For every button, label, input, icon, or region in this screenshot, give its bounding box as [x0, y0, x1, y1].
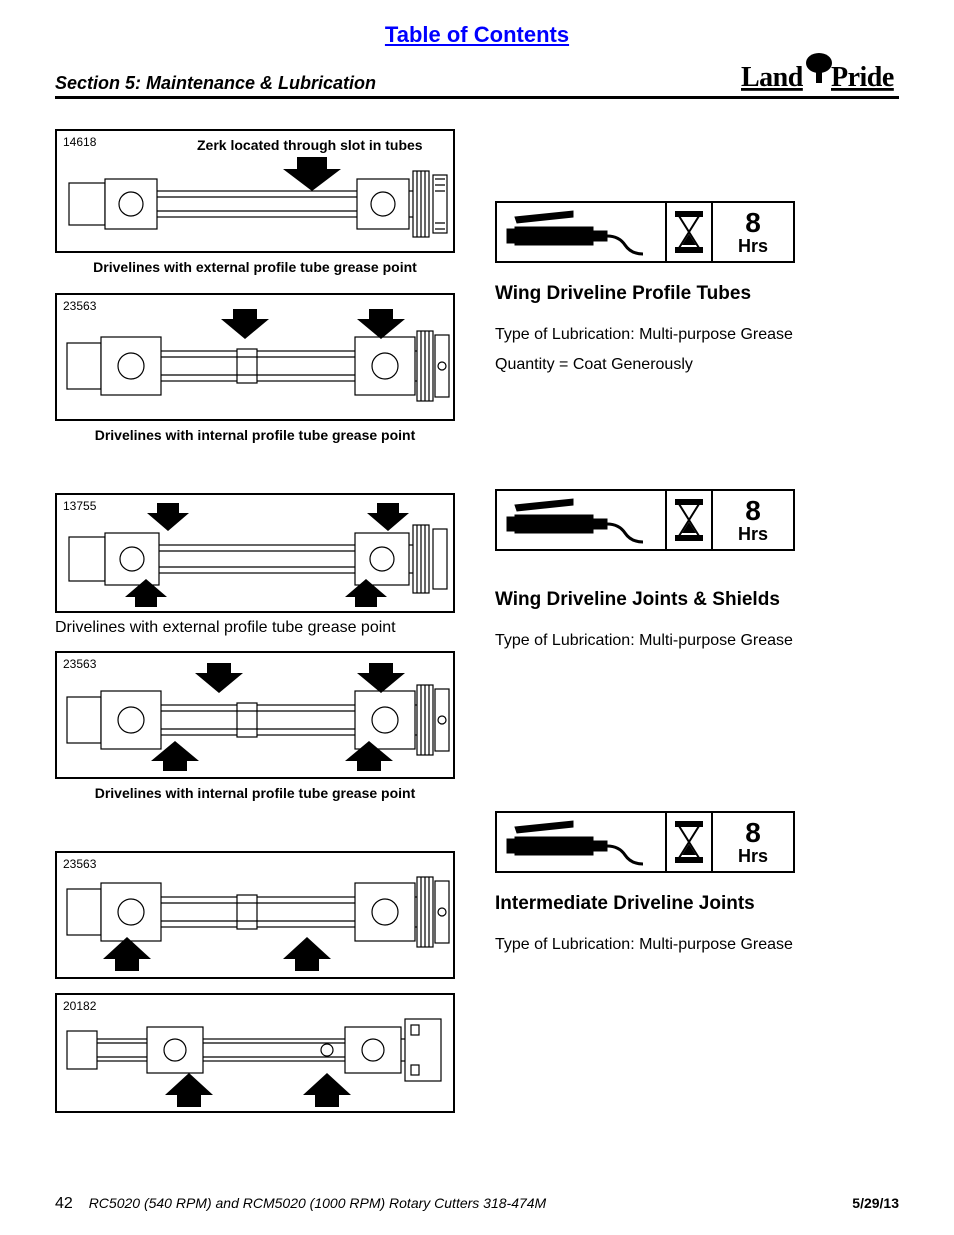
diagram-3-num: 13755	[63, 499, 96, 513]
toc-link[interactable]: Table of Contents	[55, 22, 899, 48]
diagram-2: 23563	[55, 293, 455, 421]
grease-gun-icon	[497, 813, 667, 871]
interval-box-2: 8 Hrs	[495, 489, 795, 551]
svg-text:Pride: Pride	[831, 62, 894, 93]
interval-box-1: 8 Hrs	[495, 201, 795, 263]
hourglass-icon	[667, 491, 713, 549]
diagram-6: 20182	[55, 993, 455, 1113]
diagram-1-num: 14618	[63, 135, 96, 149]
section-3-line1: Type of Lubrication: Multi-purpose Greas…	[495, 933, 865, 957]
diagram-1-callout: Zerk located through slot in tubes	[197, 137, 423, 153]
section-title: Section 5: Maintenance & Lubrication	[55, 73, 376, 94]
diagram-3-caption: Drivelines with external profile tube gr…	[55, 619, 455, 637]
grease-gun-icon	[497, 203, 667, 261]
page-number: 42	[55, 1195, 73, 1212]
diagram-2-num: 23563	[63, 299, 96, 313]
diagram-1: 14618 Zerk located through slot in tubes	[55, 129, 455, 253]
diagram-4-num: 23563	[63, 657, 96, 671]
hourglass-icon	[667, 813, 713, 871]
interval-box-3: 8 Hrs	[495, 811, 795, 873]
hourglass-icon	[667, 203, 713, 261]
interval-hours-1: 8	[745, 209, 761, 237]
diagram-3: 13755	[55, 493, 455, 613]
footer-left: 42 RC5020 (540 RPM) and RCM5020 (1000 RP…	[55, 1195, 546, 1213]
section-1-line1: Type of Lubrication: Multi-purpose Greas…	[495, 323, 865, 347]
brand-logo: Land Pride	[739, 52, 899, 94]
interval-hours-3: 8	[745, 819, 761, 847]
footer-date: 5/29/13	[852, 1195, 899, 1211]
interval-label-3: Hrs	[738, 847, 768, 865]
interval-hours-2: 8	[745, 497, 761, 525]
section-3-title: Intermediate Driveline Joints	[495, 893, 865, 915]
interval-label-2: Hrs	[738, 525, 768, 543]
diagram-5-num: 23563	[63, 857, 96, 871]
diagram-4-caption: Drivelines with internal profile tube gr…	[55, 785, 455, 801]
interval-label-1: Hrs	[738, 237, 768, 255]
section-1-line2: Quantity = Coat Generously	[495, 353, 865, 377]
section-1-title: Wing Driveline Profile Tubes	[495, 283, 865, 305]
section-2-title: Wing Driveline Joints & Shields	[495, 589, 865, 611]
diagram-1-caption: Drivelines with external profile tube gr…	[55, 259, 455, 275]
diagram-2-caption: Drivelines with internal profile tube gr…	[55, 427, 455, 443]
section-2-line1: Type of Lubrication: Multi-purpose Greas…	[495, 629, 865, 653]
diagram-4: 23563	[55, 651, 455, 779]
diagram-5: 23563	[55, 851, 455, 979]
grease-gun-icon	[497, 491, 667, 549]
diagram-6-num: 20182	[63, 999, 96, 1013]
footer-title: RC5020 (540 RPM) and RCM5020 (1000 RPM) …	[89, 1195, 547, 1211]
svg-text:Land: Land	[741, 62, 804, 93]
